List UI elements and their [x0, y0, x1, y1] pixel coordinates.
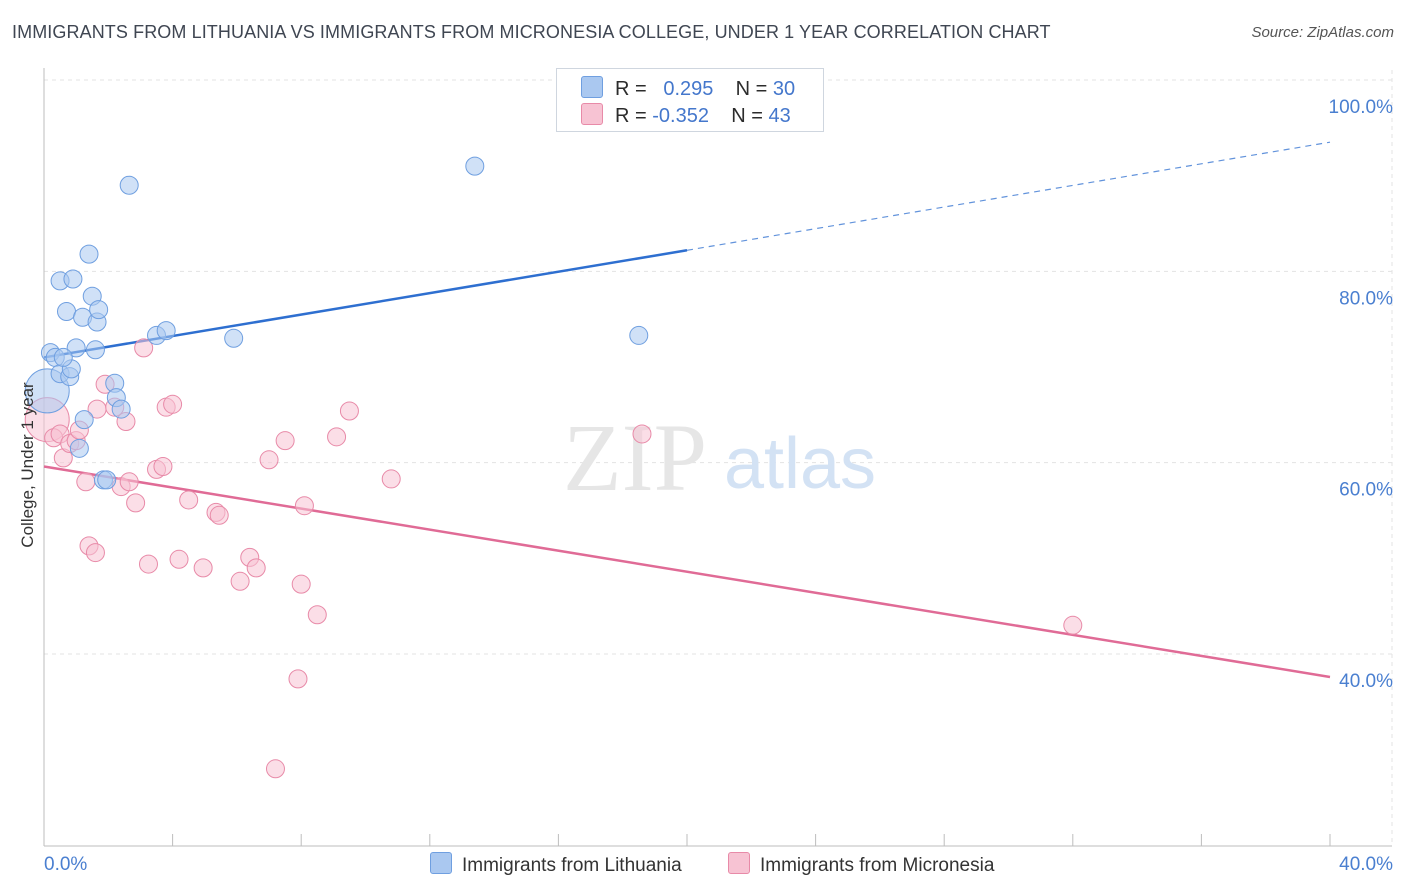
point-micronesia — [265, 759, 285, 779]
n-label: N = — [735, 78, 768, 100]
n-value-micronesia: 43 — [768, 105, 791, 127]
point-lithuania — [224, 328, 244, 348]
stats-legend: R = 0.295 N = 30 R = -0.352 N = 43 — [556, 68, 824, 132]
n-value-lithuania: 30 — [772, 78, 796, 100]
point-micronesia — [126, 493, 146, 513]
point-micronesia — [179, 490, 199, 510]
y-axis-label: College, Under 1 year — [18, 382, 37, 548]
point-micronesia — [85, 543, 105, 563]
watermark: ZIP atlas — [563, 404, 876, 511]
chart-title: IMMIGRANTS FROM LITHUANIA VS IMMIGRANTS … — [12, 22, 1051, 42]
point-lithuania — [66, 338, 86, 358]
point-lithuania — [111, 399, 131, 419]
point-lithuania — [119, 175, 139, 195]
point-lithuania — [57, 302, 77, 322]
y-tick-label: 100.0% — [1329, 97, 1394, 118]
point-micronesia — [230, 571, 250, 591]
point-micronesia — [307, 605, 327, 625]
point-micronesia — [76, 472, 96, 492]
watermark-atlas: atlas — [724, 424, 876, 504]
grid-lines — [44, 70, 1393, 846]
point-lithuania — [629, 325, 649, 345]
point-micronesia — [291, 574, 311, 594]
legend-row-micronesia: R = -0.352 N = 43 — [581, 103, 791, 127]
point-micronesia — [381, 469, 401, 489]
point-lithuania — [53, 347, 73, 367]
point-lithuania — [89, 300, 109, 320]
y-tick-label: 60.0% — [1339, 480, 1393, 501]
tick-labels: 40.0% 60.0% 80.0% 100.0% 0.0% 40.0% — [44, 97, 1393, 875]
x-tick-label-start: 0.0% — [44, 854, 87, 875]
point-lithuania — [63, 269, 83, 289]
n-label: N = — [731, 105, 763, 127]
point-micronesia — [1063, 615, 1083, 635]
point-micronesia — [327, 427, 347, 447]
micronesia-legend-label: Immigrants from Micronesia — [760, 855, 995, 876]
point-lithuania — [74, 410, 94, 430]
point-micronesia — [259, 450, 279, 470]
lithuania-legend-swatch — [430, 852, 452, 874]
point-micronesia — [632, 424, 652, 444]
r-value-micronesia: -0.352 — [652, 105, 709, 127]
point-lithuania — [79, 244, 99, 264]
legend-row-lithuania: R = 0.295 N = 30 — [581, 76, 795, 100]
legend-item-micronesia: Immigrants from Micronesia — [728, 852, 994, 877]
point-micronesia — [339, 401, 359, 421]
y-tick-label: 80.0% — [1339, 288, 1393, 309]
lithuania-legend-label: Immigrants from Lithuania — [462, 855, 682, 876]
point-micronesia — [288, 669, 308, 689]
point-lithuania — [69, 438, 89, 458]
micronesia-legend-swatch — [728, 852, 750, 874]
trend-line-micronesia — [43, 465, 1331, 679]
y-tick-label: 40.0% — [1339, 671, 1393, 692]
point-micronesia — [163, 394, 183, 414]
trend-line-lithuania-extension — [686, 141, 1331, 251]
micronesia-swatch — [581, 103, 603, 125]
r-value-lithuania: 0.295 — [663, 78, 714, 100]
legend-item-lithuania: Immigrants from Lithuania — [430, 852, 682, 877]
point-micronesia — [193, 558, 213, 578]
point-micronesia — [209, 505, 229, 525]
point-lithuania — [156, 321, 176, 341]
point-lithuania — [85, 340, 105, 360]
point-micronesia — [153, 456, 173, 476]
r-label: R = — [615, 105, 647, 127]
axes — [43, 68, 1392, 847]
point-micronesia — [275, 431, 295, 451]
lithuania-swatch — [581, 76, 603, 98]
r-label: R = — [615, 78, 647, 100]
point-micronesia — [138, 554, 158, 574]
point-lithuania — [97, 470, 117, 490]
data-points — [24, 156, 1083, 779]
point-micronesia — [134, 338, 154, 358]
point-micronesia — [294, 496, 314, 516]
source-credit: Source: ZipAtlas.com — [1251, 24, 1394, 41]
point-lithuania — [465, 156, 485, 176]
watermark-zip: ZIP — [563, 404, 707, 511]
point-micronesia — [246, 558, 266, 578]
point-micronesia — [119, 472, 139, 492]
x-tick-label-end: 40.0% — [1339, 854, 1393, 875]
point-micronesia — [169, 549, 189, 569]
